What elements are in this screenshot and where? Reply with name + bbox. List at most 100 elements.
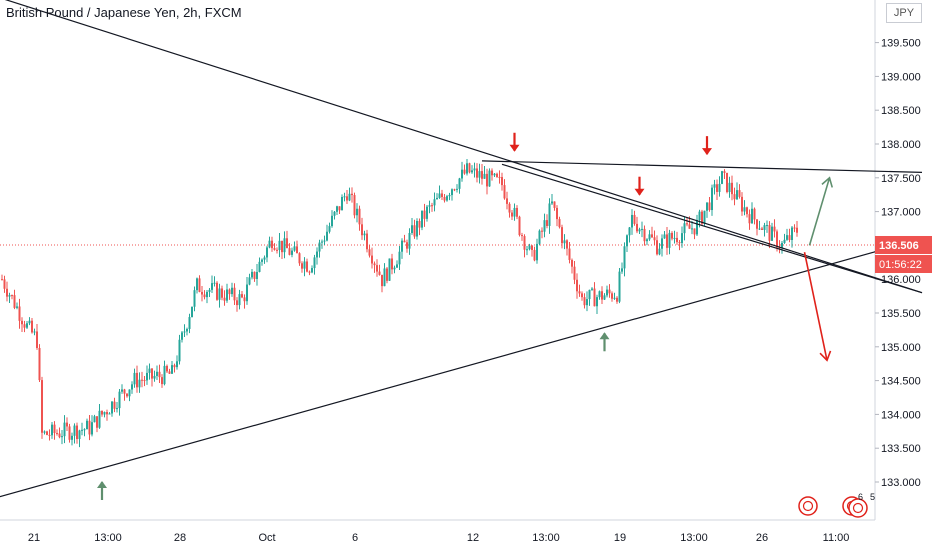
candle-body (163, 365, 166, 385)
candle-body (106, 412, 108, 415)
candle-body (341, 196, 343, 211)
candle-body (693, 228, 696, 235)
candle-body (613, 297, 616, 299)
candle-body (381, 274, 383, 287)
candle-body (336, 206, 338, 212)
candle-body (323, 240, 326, 242)
y-tick-label: 137.500 (881, 173, 921, 185)
candle-body (593, 288, 596, 307)
ascending-support-line[interactable] (0, 238, 923, 499)
candle-body (438, 193, 441, 198)
candle-body (531, 245, 533, 250)
candle-body (43, 431, 46, 433)
candle-body (141, 379, 143, 381)
candle-body (216, 282, 218, 300)
candle-body (641, 228, 643, 230)
candle-body (73, 425, 76, 436)
candle-body (28, 320, 31, 324)
candle-body (606, 289, 608, 296)
candle-body (218, 288, 221, 300)
projection-down-head (819, 350, 832, 362)
upper-descending-line[interactable] (0, 0, 923, 294)
candle-body (1, 279, 3, 281)
candle-body (536, 243, 538, 261)
candle-body (578, 291, 581, 294)
chart-title: British Pound / Japanese Yen, 2h, FXCM (6, 5, 242, 20)
candle-body (68, 426, 71, 440)
currency-button[interactable]: JPY (886, 3, 922, 23)
candle-body (633, 214, 636, 224)
candle-body (448, 195, 451, 197)
candle-body (476, 168, 478, 178)
candle-body (668, 232, 671, 248)
candle-body (688, 224, 691, 229)
candle-body (201, 291, 203, 295)
price-label: 136.506 (879, 240, 919, 252)
candle-body (516, 207, 518, 217)
candle-body (611, 293, 613, 299)
event-badge-jp-2[interactable] (848, 498, 868, 518)
candle-body (643, 228, 646, 242)
y-tick-label: 135.000 (881, 342, 921, 354)
candle-body (48, 434, 51, 436)
candle-body (123, 389, 126, 394)
projection-up[interactable] (808, 177, 831, 246)
candle-body (773, 226, 776, 232)
candle-body (226, 289, 228, 301)
candle-body (188, 317, 191, 329)
candle-body (91, 422, 93, 435)
candle-body (241, 294, 243, 298)
candle-body (101, 410, 103, 415)
candle-body (143, 380, 146, 382)
candle-body (108, 413, 111, 415)
candle-body (56, 432, 58, 434)
candle-body (231, 287, 233, 295)
candle-body (751, 208, 753, 224)
candle-body (176, 361, 178, 368)
candle-body (513, 207, 516, 217)
candle-body (626, 235, 628, 247)
resistance-line[interactable] (481, 160, 923, 173)
candle-body (463, 169, 466, 174)
candle-body (416, 221, 418, 237)
candle-body (796, 227, 798, 233)
candle-body (198, 278, 201, 292)
candle-body (616, 297, 618, 302)
candle-body (171, 365, 173, 374)
candle-body (711, 187, 713, 211)
candle-body (326, 231, 328, 241)
candle-body (333, 211, 336, 216)
candle-body (791, 227, 793, 241)
candle-body (258, 261, 261, 272)
candle-body (36, 331, 38, 348)
candle-body (161, 377, 163, 385)
candle-body (66, 422, 68, 427)
steep-descending-line[interactable] (501, 163, 923, 294)
y-tick-label: 136.000 (881, 274, 921, 286)
candle-body (461, 169, 463, 179)
candle-body (623, 246, 626, 269)
candle-body (651, 234, 653, 238)
candle-body (683, 223, 686, 234)
candle-body (776, 231, 778, 248)
candle-body (588, 289, 591, 300)
candle-body (703, 210, 706, 224)
projection-down[interactable] (803, 251, 828, 361)
candle-body (131, 384, 133, 390)
candle-body (51, 424, 53, 436)
candle-body (541, 230, 543, 232)
candle-body (778, 247, 781, 249)
candle-body (243, 297, 246, 302)
event-badge-gb[interactable] (798, 496, 818, 516)
candle-body (493, 173, 496, 176)
candle-body (763, 225, 766, 230)
candle-body (353, 195, 356, 216)
candle-body (53, 424, 56, 433)
candle-body (753, 208, 756, 220)
candle-body (233, 287, 236, 301)
candle-body (546, 220, 548, 226)
candle-body (373, 263, 376, 266)
candle-body (411, 225, 413, 233)
